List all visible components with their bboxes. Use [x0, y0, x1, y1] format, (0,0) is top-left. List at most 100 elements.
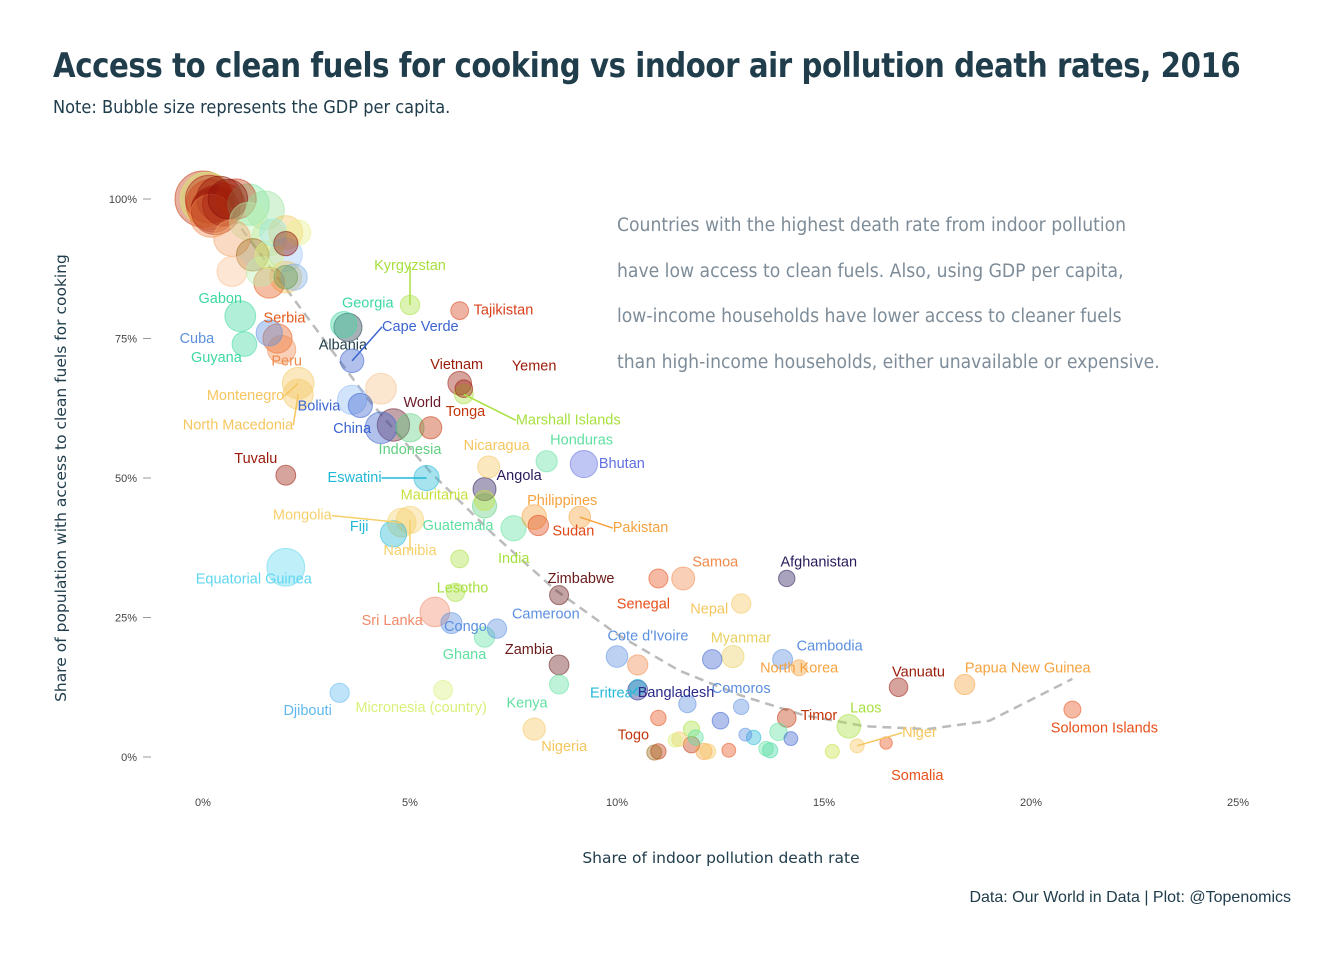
country-label: Senegal	[617, 596, 670, 612]
bubble	[687, 729, 704, 746]
x-tick-label: 15%	[813, 797, 835, 809]
x-tick-label: 25%	[1227, 797, 1249, 809]
bubble	[671, 566, 696, 591]
country-label: Bolivia	[298, 398, 342, 414]
country-label: Papua New Guinea	[965, 660, 1092, 676]
annotation-line: low-income households have lower access …	[617, 306, 1122, 327]
country-label: Guyana	[191, 350, 243, 366]
bubble	[184, 174, 234, 224]
country-label: Philippines	[527, 493, 597, 509]
country-label: Guatemala	[423, 518, 495, 534]
country-label: Indonesia	[379, 442, 443, 458]
bubble	[650, 709, 667, 727]
country-label: Montenegro	[207, 388, 284, 404]
bubble	[549, 674, 570, 695]
country-label: India	[498, 551, 530, 567]
bubble	[702, 649, 723, 670]
label-leader-line	[856, 732, 903, 747]
bubble	[769, 722, 788, 742]
bubble	[776, 708, 797, 728]
bubble	[216, 256, 248, 288]
bubble	[954, 673, 976, 696]
bubble	[711, 711, 730, 730]
bubble	[440, 612, 463, 635]
country-label: Angola	[497, 468, 543, 484]
bubble	[231, 331, 258, 357]
country-label: Sri Lanka	[362, 613, 424, 629]
country-label: Bhutan	[599, 456, 645, 472]
bubble	[648, 568, 669, 589]
bubble	[196, 175, 243, 223]
country-label: Namibia	[383, 543, 437, 559]
bubble	[224, 300, 257, 333]
country-label: Cameroon	[512, 607, 580, 623]
country-label: Zambia	[505, 642, 554, 658]
country-label: Pakistan	[613, 520, 669, 536]
bubble	[745, 729, 762, 746]
country-label: Tajikistan	[474, 303, 534, 319]
country-label: North Macedonia	[183, 417, 294, 433]
country-label: Albania	[319, 337, 368, 353]
country-label: Kyrgyzstan	[374, 258, 446, 274]
country-label: Yemen	[512, 359, 557, 375]
country-label: Zimbabwe	[548, 571, 615, 587]
country-label: Fiji	[350, 519, 369, 535]
country-label: Vanuatu	[892, 664, 945, 680]
y-tick-label: 25%	[115, 613, 137, 625]
y-tick-label: 100%	[109, 194, 137, 206]
bubble	[259, 218, 288, 247]
bubble	[721, 644, 745, 669]
bubble	[364, 411, 398, 445]
country-label: Myanmar	[711, 631, 772, 647]
country-label: Bangladesh	[638, 685, 715, 701]
bubble	[433, 680, 454, 701]
country-label: Laos	[850, 700, 881, 716]
bubble	[486, 618, 508, 639]
country-label: Somalia	[891, 768, 944, 784]
country-label: Vietnam	[430, 357, 483, 373]
country-label: Nigeria	[541, 739, 588, 755]
country-label: Nicaragua	[464, 438, 531, 454]
bubble	[721, 742, 737, 758]
bubble	[450, 301, 470, 321]
country-label: Togo	[618, 727, 649, 743]
label-leader-line	[632, 686, 639, 694]
country-label: Mongolia	[273, 508, 333, 524]
bubble	[477, 455, 501, 479]
country-label: Nepal	[690, 602, 728, 618]
bubble	[227, 183, 270, 226]
bubble	[419, 596, 451, 628]
bubble	[1063, 700, 1082, 719]
bubble	[275, 464, 297, 486]
x-tick-label: 10%	[606, 797, 628, 809]
country-label: Equatorial Guinea	[196, 571, 313, 587]
country-label: Tonga	[446, 404, 486, 420]
bubble	[329, 682, 350, 703]
bubble	[731, 593, 752, 614]
bubble	[758, 740, 774, 757]
bubble	[627, 679, 649, 701]
label-leader-line	[331, 514, 402, 524]
y-tick-label: 0%	[121, 752, 137, 764]
country-label: Samoa	[692, 554, 739, 570]
country-label: Eritrea	[590, 685, 634, 701]
country-label: Solomon Islands	[1051, 721, 1158, 737]
x-tick-label: 5%	[402, 797, 418, 809]
bubble	[330, 310, 358, 339]
bubble	[569, 449, 598, 479]
country-label: Lesotho	[437, 580, 489, 596]
caption: Data: Our World in Data | Plot: @Topenom…	[969, 889, 1291, 906]
bubble	[836, 714, 862, 739]
bubble	[266, 547, 306, 587]
label-leader-line	[292, 394, 299, 426]
country-label: Djibouti	[283, 703, 331, 719]
bubble	[273, 264, 299, 290]
country-label: Micronesia (country)	[355, 700, 486, 716]
bubble	[671, 731, 687, 747]
bubble	[738, 727, 753, 742]
bubble	[473, 489, 496, 511]
bubble	[365, 372, 397, 405]
label-leader-line	[351, 326, 383, 362]
y-tick-label: 75%	[115, 334, 137, 346]
